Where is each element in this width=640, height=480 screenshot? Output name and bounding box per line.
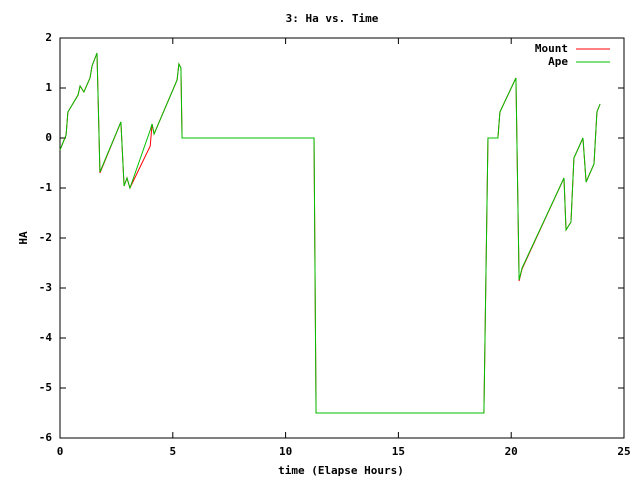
y-tick-label: -3 bbox=[39, 281, 52, 294]
x-tick-label: 5 bbox=[169, 445, 176, 458]
legend-label: Ape bbox=[548, 55, 568, 68]
y-tick-label: 1 bbox=[45, 81, 52, 94]
x-axis-label: time (Elapse Hours) bbox=[278, 464, 404, 477]
y-tick-label: -1 bbox=[39, 181, 53, 194]
x-tick-label: 0 bbox=[57, 445, 64, 458]
y-tick-label: 0 bbox=[45, 131, 52, 144]
y-tick-label: -6 bbox=[39, 431, 53, 444]
y-tick-label: -4 bbox=[39, 331, 53, 344]
y-tick-label: -5 bbox=[39, 381, 52, 394]
y-tick-label: -2 bbox=[39, 231, 52, 244]
x-tick-label: 15 bbox=[392, 445, 405, 458]
y-tick-label: 2 bbox=[45, 31, 52, 44]
chart-title: 3: Ha vs. Time bbox=[286, 12, 379, 25]
x-tick-label: 20 bbox=[505, 445, 518, 458]
y-axis-label: HA bbox=[17, 231, 30, 245]
legend-label: Mount bbox=[535, 42, 568, 55]
x-tick-label: 25 bbox=[617, 445, 630, 458]
x-tick-label: 10 bbox=[279, 445, 292, 458]
series-line bbox=[59, 52, 601, 414]
